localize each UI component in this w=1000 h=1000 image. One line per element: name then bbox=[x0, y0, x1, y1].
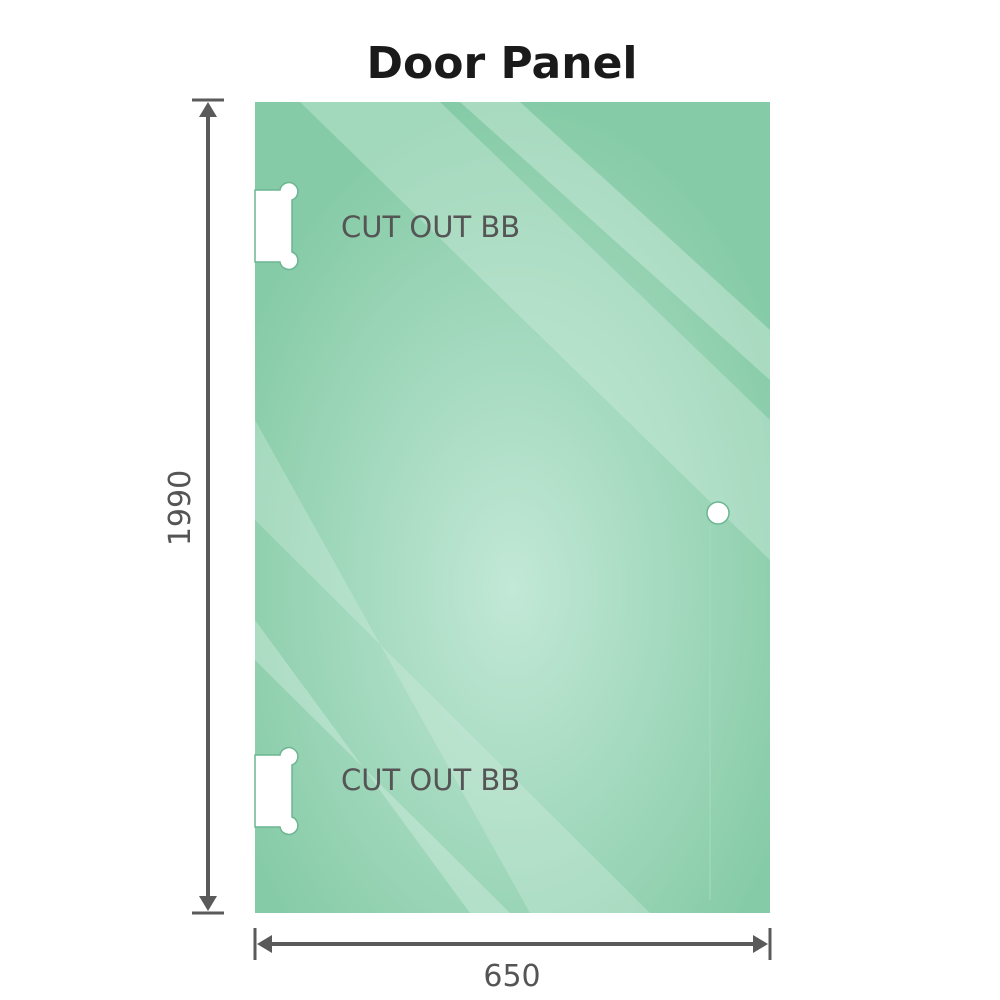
glass-panel bbox=[255, 102, 770, 913]
cutout-bottom bbox=[254, 746, 299, 836]
width-value: 650 bbox=[483, 959, 540, 994]
cutout-top bbox=[254, 181, 299, 271]
height-value: 1990 bbox=[163, 470, 198, 546]
arrow-right-icon bbox=[753, 935, 768, 953]
cutout-top-label: CUT OUT BB bbox=[341, 210, 520, 244]
height-dimension-line bbox=[192, 98, 224, 915]
arrow-down-icon bbox=[199, 896, 217, 911]
arrow-left-icon bbox=[257, 935, 272, 953]
arrow-up-icon bbox=[199, 102, 217, 117]
page-title: Door Panel bbox=[366, 38, 637, 89]
handle-hole bbox=[706, 501, 730, 525]
width-dimension-line bbox=[253, 928, 772, 960]
cutout-bottom-label: CUT OUT BB bbox=[341, 763, 520, 797]
